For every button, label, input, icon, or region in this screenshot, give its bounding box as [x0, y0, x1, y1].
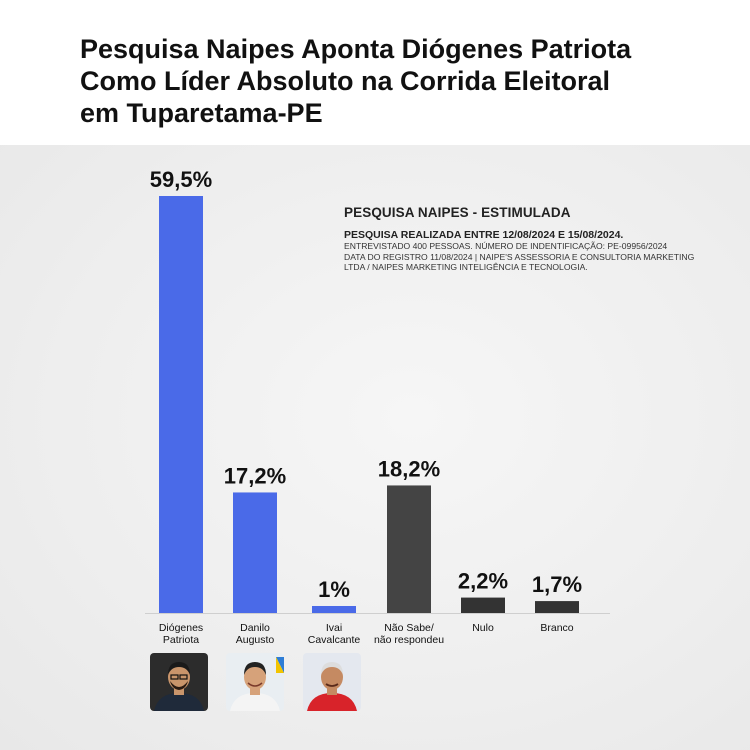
category-label-1-1: Augusto — [236, 634, 275, 646]
survey-detail-3: LTDA / NAIPES MARKETING INTELIGÊNCIA E T… — [344, 262, 588, 272]
category-label-4-0: Nulo — [472, 622, 494, 634]
photo-hair — [244, 662, 266, 675]
survey-period: PESQUISA REALIZADA ENTRE 12/08/2024 E 15… — [344, 229, 624, 241]
survey-detail-1: ENTREVISTADO 400 PESSOAS. NÚMERO DE INDE… — [344, 241, 668, 251]
bar-2 — [312, 605, 356, 613]
headline-line-3: em Tuparetama-PE — [80, 98, 323, 128]
photo-neck — [327, 686, 337, 695]
category-label-5-0: Branco — [540, 622, 573, 634]
category-label-1-0: Danilo — [240, 622, 270, 634]
value-label-4: 2,2% — [458, 569, 508, 594]
bar-5 — [535, 601, 579, 613]
photo-mustache — [325, 683, 339, 687]
photo-hair — [168, 662, 190, 675]
photo-hair — [321, 662, 343, 675]
survey-detail-2: DATA DO REGISTRO 11/08/2024 | NAIPE'S AS… — [344, 251, 695, 262]
danilo-photo — [226, 653, 284, 711]
value-label-0: 59,5% — [150, 167, 212, 192]
photo-glasses-left — [170, 674, 179, 680]
value-label-2: 1% — [318, 577, 350, 602]
bar-3 — [387, 485, 431, 613]
diogenes-photo — [150, 653, 208, 711]
category-label-3-0: Não Sabe/ — [384, 622, 434, 634]
value-label-5: 1,7% — [532, 572, 582, 597]
photo-smile — [247, 682, 263, 687]
photo-neck — [250, 686, 260, 695]
headline-line-1: Pesquisa Naipes Aponta Diógenes Patriota — [80, 34, 632, 64]
value-label-1: 17,2% — [224, 463, 286, 488]
header-band — [0, 0, 750, 145]
category-label-0-1: Patriota — [163, 634, 199, 646]
bar-4 — [461, 597, 505, 613]
ivai-photo — [303, 653, 361, 711]
survey-note: PESQUISA NAIPES - ESTIMULADA PESQUISA RE… — [344, 205, 734, 273]
headline: Pesquisa Naipes Aponta Diógenes Patriota… — [80, 33, 720, 129]
category-label-2-1: Cavalcante — [308, 634, 361, 646]
category-label-2-0: Ivai — [326, 622, 342, 634]
photo-shirt — [307, 693, 357, 711]
photo-shirt — [230, 693, 280, 711]
photo-glasses-right — [179, 674, 188, 680]
category-label-0-0: Diógenes — [159, 622, 203, 634]
photo-shirt — [154, 693, 204, 711]
value-labels-group: 59,5% 17,2% 1% 18,2% 2,2% 1,7% — [150, 167, 582, 602]
category-label-3-1: não respondeu — [374, 634, 444, 646]
headline-line-2: Como Líder Absoluto na Corrida Eleitoral — [80, 66, 611, 96]
survey-title: PESQUISA NAIPES - ESTIMULADA — [344, 205, 571, 220]
value-label-3: 18,2% — [378, 456, 440, 481]
chart-background — [0, 145, 750, 750]
photo-accent-2 — [276, 657, 284, 673]
photo-beard — [170, 681, 188, 690]
photo-face — [168, 664, 190, 690]
bar-1 — [233, 492, 277, 613]
photo-neck — [174, 686, 184, 695]
bars-group — [159, 196, 579, 613]
bar-0 — [159, 196, 203, 613]
